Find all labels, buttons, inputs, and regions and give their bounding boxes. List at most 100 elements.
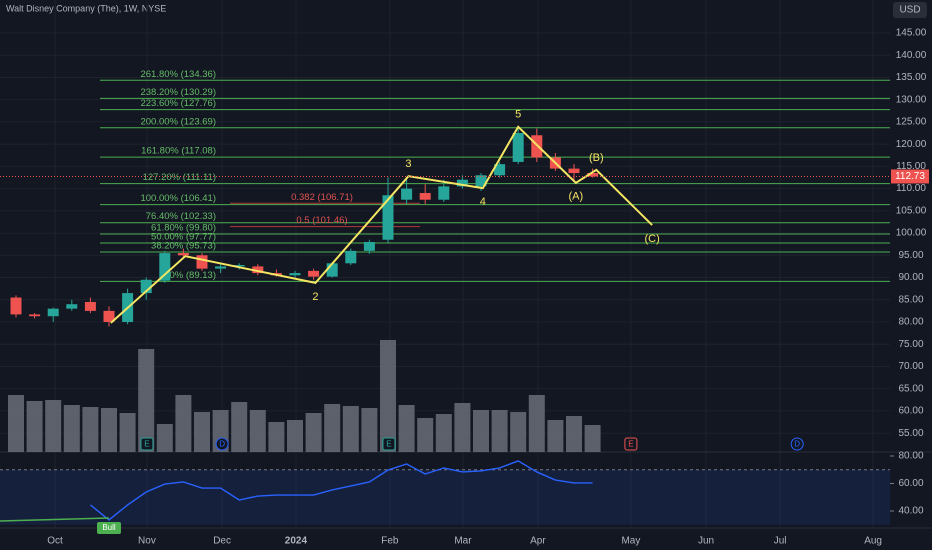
y-tick-label: 80.00 xyxy=(898,317,923,328)
fib-label: 76.40% (102.33) xyxy=(146,211,216,222)
signal-label: Bull xyxy=(102,523,116,532)
x-tick-label: May xyxy=(621,536,640,547)
volume-bar xyxy=(454,403,471,452)
volume-bar xyxy=(435,414,452,452)
volume-bar xyxy=(82,407,99,452)
divergence-line xyxy=(0,517,110,522)
volume-bar xyxy=(119,413,136,452)
y-tick-label: 90.00 xyxy=(898,272,923,283)
candle-body xyxy=(531,135,543,158)
volume-bar xyxy=(473,410,489,452)
candle-body xyxy=(233,265,245,267)
currency[interactable]: USD xyxy=(899,5,920,16)
candle-body xyxy=(456,179,468,187)
rsi-tick-label: 40.00 xyxy=(898,506,923,517)
y-tick-label: 65.00 xyxy=(898,383,923,394)
candle-body xyxy=(345,250,357,264)
candle-body xyxy=(29,314,41,317)
candle-body xyxy=(10,297,22,315)
candle-body xyxy=(140,279,152,294)
y-tick-label: 55.00 xyxy=(898,428,923,439)
volume-bar xyxy=(156,424,173,452)
volume-bar xyxy=(305,413,322,452)
candle-body xyxy=(438,186,450,200)
fib-label: 161.80% (117.08) xyxy=(141,146,216,157)
y-tick-label: 105.00 xyxy=(896,205,927,216)
signal-box xyxy=(97,522,121,534)
candle-body xyxy=(419,193,431,200)
volume-bar xyxy=(138,349,155,452)
event-label: E xyxy=(144,440,149,449)
volume-bar xyxy=(45,400,62,452)
y-tick-label: 70.00 xyxy=(898,361,923,372)
candle-body xyxy=(196,255,208,269)
y-tick-label: 110.00 xyxy=(896,183,926,194)
volume-bar xyxy=(342,406,359,452)
event-label: D xyxy=(219,440,225,449)
wave-label: 5 xyxy=(515,109,521,121)
y-tick-label: 135.00 xyxy=(896,72,927,83)
volume-bar xyxy=(584,425,601,452)
candle-body xyxy=(215,266,227,269)
candle-body xyxy=(66,304,78,309)
volume-bar xyxy=(287,420,303,452)
volume-bar xyxy=(194,412,210,452)
event-marker xyxy=(790,437,804,451)
candle-body xyxy=(252,266,264,274)
event-marker xyxy=(215,437,229,451)
x-tick-label: Oct xyxy=(47,536,63,547)
currency-box[interactable] xyxy=(893,2,927,18)
y-tick-label: 60.00 xyxy=(898,406,923,417)
candle-body xyxy=(512,133,524,162)
wave-label: (A) xyxy=(569,191,584,203)
volume-bar xyxy=(8,395,24,452)
event-marker xyxy=(382,437,396,451)
volume-bar xyxy=(268,422,285,452)
volume-bar xyxy=(249,410,266,452)
event-marker xyxy=(140,437,154,451)
elliott-wave xyxy=(110,125,653,324)
volume-bar xyxy=(528,395,545,452)
candle-body xyxy=(289,273,301,276)
retracement-label: 0.382 (106.71) xyxy=(291,192,353,203)
fib-label: 38.20% (95.73) xyxy=(151,241,216,252)
fib-label: 200.00% (123.69) xyxy=(140,116,216,127)
candle-body xyxy=(159,253,171,281)
y-tick-label: 145.00 xyxy=(896,28,927,39)
x-tick-label: Jun xyxy=(698,536,714,547)
candle-body xyxy=(587,173,599,177)
volume-bar xyxy=(547,420,564,452)
fib-label: 100.00% (106.41) xyxy=(140,193,216,204)
fib-label: 127.20% (111.11) xyxy=(143,172,216,183)
retracement-label: 0.5 (101.46) xyxy=(296,215,347,226)
candle-body xyxy=(475,175,487,187)
fib-label: 261.80% (134.36) xyxy=(140,69,216,80)
x-tick-label: Mar xyxy=(454,536,472,547)
event-label: E xyxy=(386,440,391,449)
y-tick-label: 120.00 xyxy=(896,139,927,150)
candle-body xyxy=(568,168,580,174)
volume-bar xyxy=(63,405,80,452)
volume-bar xyxy=(510,412,527,452)
candle-body xyxy=(103,310,115,322)
x-tick-label: Aug xyxy=(864,536,882,547)
y-tick-label: 125.00 xyxy=(896,117,927,128)
y-tick-label: 75.00 xyxy=(898,339,923,350)
volume-bar xyxy=(380,340,396,452)
x-tick-label: Feb xyxy=(381,536,399,547)
wave-label: (C) xyxy=(644,233,659,245)
price-axis xyxy=(890,0,932,550)
volume-bar xyxy=(231,402,248,452)
fib-label: 223.60% (127.76) xyxy=(140,98,216,109)
x-tick-label: 2024 xyxy=(285,536,308,547)
y-tick-label: 95.00 xyxy=(898,250,923,261)
volume-bar xyxy=(566,416,582,452)
candle-body xyxy=(84,301,96,311)
candle-body xyxy=(308,270,320,277)
last-price-box xyxy=(891,169,929,184)
volume-bar xyxy=(417,418,434,452)
rsi-tick-label: 80.00 xyxy=(898,451,923,462)
volume-bar xyxy=(175,395,192,452)
event-marker xyxy=(624,437,638,451)
candle-body xyxy=(494,164,506,176)
